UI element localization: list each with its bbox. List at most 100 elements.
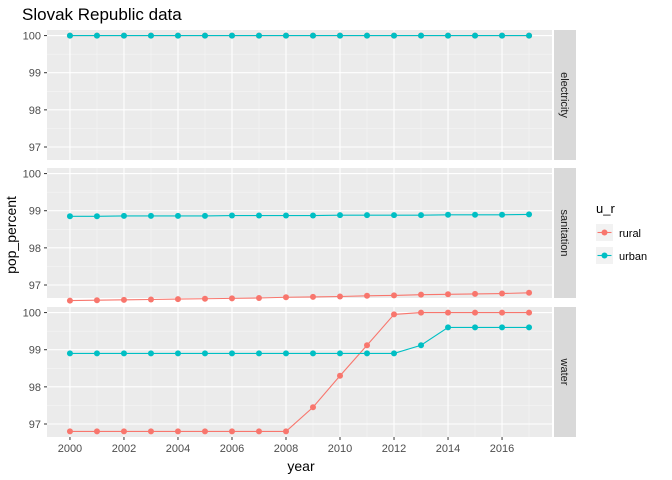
legend-key-point-rural	[601, 229, 608, 236]
data-point-rural	[310, 404, 317, 411]
data-point-urban	[391, 350, 398, 357]
panel-background	[47, 168, 552, 298]
data-point-rural	[201, 428, 208, 435]
data-point-rural	[499, 309, 506, 316]
data-point-urban	[418, 212, 425, 219]
data-point-urban	[201, 350, 208, 357]
data-point-urban	[66, 350, 73, 357]
data-point-urban	[499, 32, 506, 39]
data-point-rural	[391, 311, 398, 318]
data-point-rural	[418, 309, 425, 316]
y-tick-label: 100	[23, 31, 41, 43]
y-tick-label: 97	[29, 280, 41, 292]
data-point-urban	[364, 32, 371, 39]
data-point-rural	[66, 428, 73, 435]
data-point-rural	[93, 428, 100, 435]
data-point-urban	[472, 324, 479, 331]
legend-title: u_r	[596, 201, 615, 216]
data-point-urban	[147, 350, 154, 357]
y-tick-label: 98	[29, 382, 41, 394]
data-point-urban	[174, 350, 181, 357]
data-point-rural	[174, 428, 181, 435]
data-point-rural	[66, 297, 73, 304]
chart-title: Slovak Republic data	[22, 5, 182, 24]
data-point-rural	[228, 295, 235, 302]
data-point-urban	[282, 212, 289, 219]
data-point-rural	[201, 295, 208, 302]
data-point-urban	[228, 350, 235, 357]
data-point-urban	[526, 211, 533, 218]
y-tick-label: 99	[29, 206, 41, 218]
facet-strip-label: sanitation	[558, 209, 570, 256]
data-point-rural	[174, 296, 181, 303]
data-point-urban	[120, 350, 127, 357]
legend-label-urban: urban	[619, 251, 647, 263]
data-point-rural	[282, 428, 289, 435]
data-point-urban	[228, 32, 235, 39]
data-point-urban	[445, 32, 452, 39]
data-point-rural	[364, 292, 371, 299]
facet-strip-label: water	[558, 358, 570, 386]
data-point-urban	[255, 212, 262, 219]
legend-key-point-urban	[601, 252, 608, 259]
facet-strip	[554, 30, 576, 160]
data-point-rural	[282, 294, 289, 301]
facet-panels: 97 98 99 100 electricity 97 98 99 100 sanitation9…	[23, 30, 576, 437]
x-tick-label: 2006	[220, 443, 244, 455]
facet-panel-water: 97 98 99 100 water	[23, 307, 576, 437]
data-point-urban	[174, 32, 181, 39]
x-tick-label: 2014	[436, 443, 460, 455]
data-point-urban	[364, 212, 371, 219]
facet-strip	[554, 307, 576, 437]
series-line-rural	[69, 312, 530, 432]
data-point-urban	[310, 212, 317, 219]
y-tick-label: 98	[29, 243, 41, 255]
data-point-urban	[66, 32, 73, 39]
x-tick-label: 2002	[112, 443, 136, 455]
data-point-urban	[282, 350, 289, 357]
data-point-urban	[337, 350, 344, 357]
x-tick-label: 2008	[274, 443, 298, 455]
data-point-rural	[120, 296, 127, 303]
data-point-urban	[337, 212, 344, 219]
data-point-rural	[255, 295, 262, 301]
facet-strip-label: electricity	[558, 72, 570, 118]
data-point-urban	[228, 212, 235, 219]
series-line-urban	[69, 213, 530, 217]
x-tick-label: 2016	[490, 443, 514, 455]
data-point-rural	[472, 290, 479, 297]
x-tick-label: 2010	[328, 443, 352, 455]
data-point-urban	[93, 32, 100, 39]
data-point-rural	[147, 428, 154, 435]
data-point-rural	[445, 291, 452, 298]
data-point-rural	[391, 292, 398, 299]
y-tick-label: 97	[29, 142, 41, 154]
data-point-urban	[255, 350, 262, 357]
data-point-rural	[445, 309, 452, 316]
facet-panel-sanitation: 97 98 99 100 sanitation	[23, 168, 576, 304]
data-point-rural	[120, 428, 127, 435]
data-point-urban	[120, 32, 127, 39]
y-tick-label: 100	[23, 169, 41, 181]
series-line-urban	[69, 326, 530, 354]
data-point-urban	[66, 213, 73, 220]
data-point-rural	[147, 296, 154, 303]
facet-strip	[554, 168, 576, 298]
data-point-rural	[526, 309, 533, 316]
data-point-urban	[93, 213, 100, 220]
y-tick-label: 99	[29, 345, 41, 357]
y-tick-label: 100	[23, 308, 41, 320]
data-point-rural	[499, 290, 506, 297]
data-point-rural	[418, 291, 425, 298]
data-point-urban	[472, 32, 479, 39]
legend-label-rural: rural	[619, 228, 641, 240]
x-axis: 2000 2002 2004 2006 2008 2010 2012 2014 2016	[58, 437, 514, 455]
data-point-urban	[282, 32, 289, 39]
data-point-urban	[418, 342, 425, 349]
x-tick-label: 2004	[166, 443, 190, 455]
x-tick-label: 2012	[382, 443, 406, 455]
data-point-urban	[364, 350, 371, 357]
data-point-rural	[337, 372, 344, 379]
data-point-urban	[445, 324, 452, 331]
